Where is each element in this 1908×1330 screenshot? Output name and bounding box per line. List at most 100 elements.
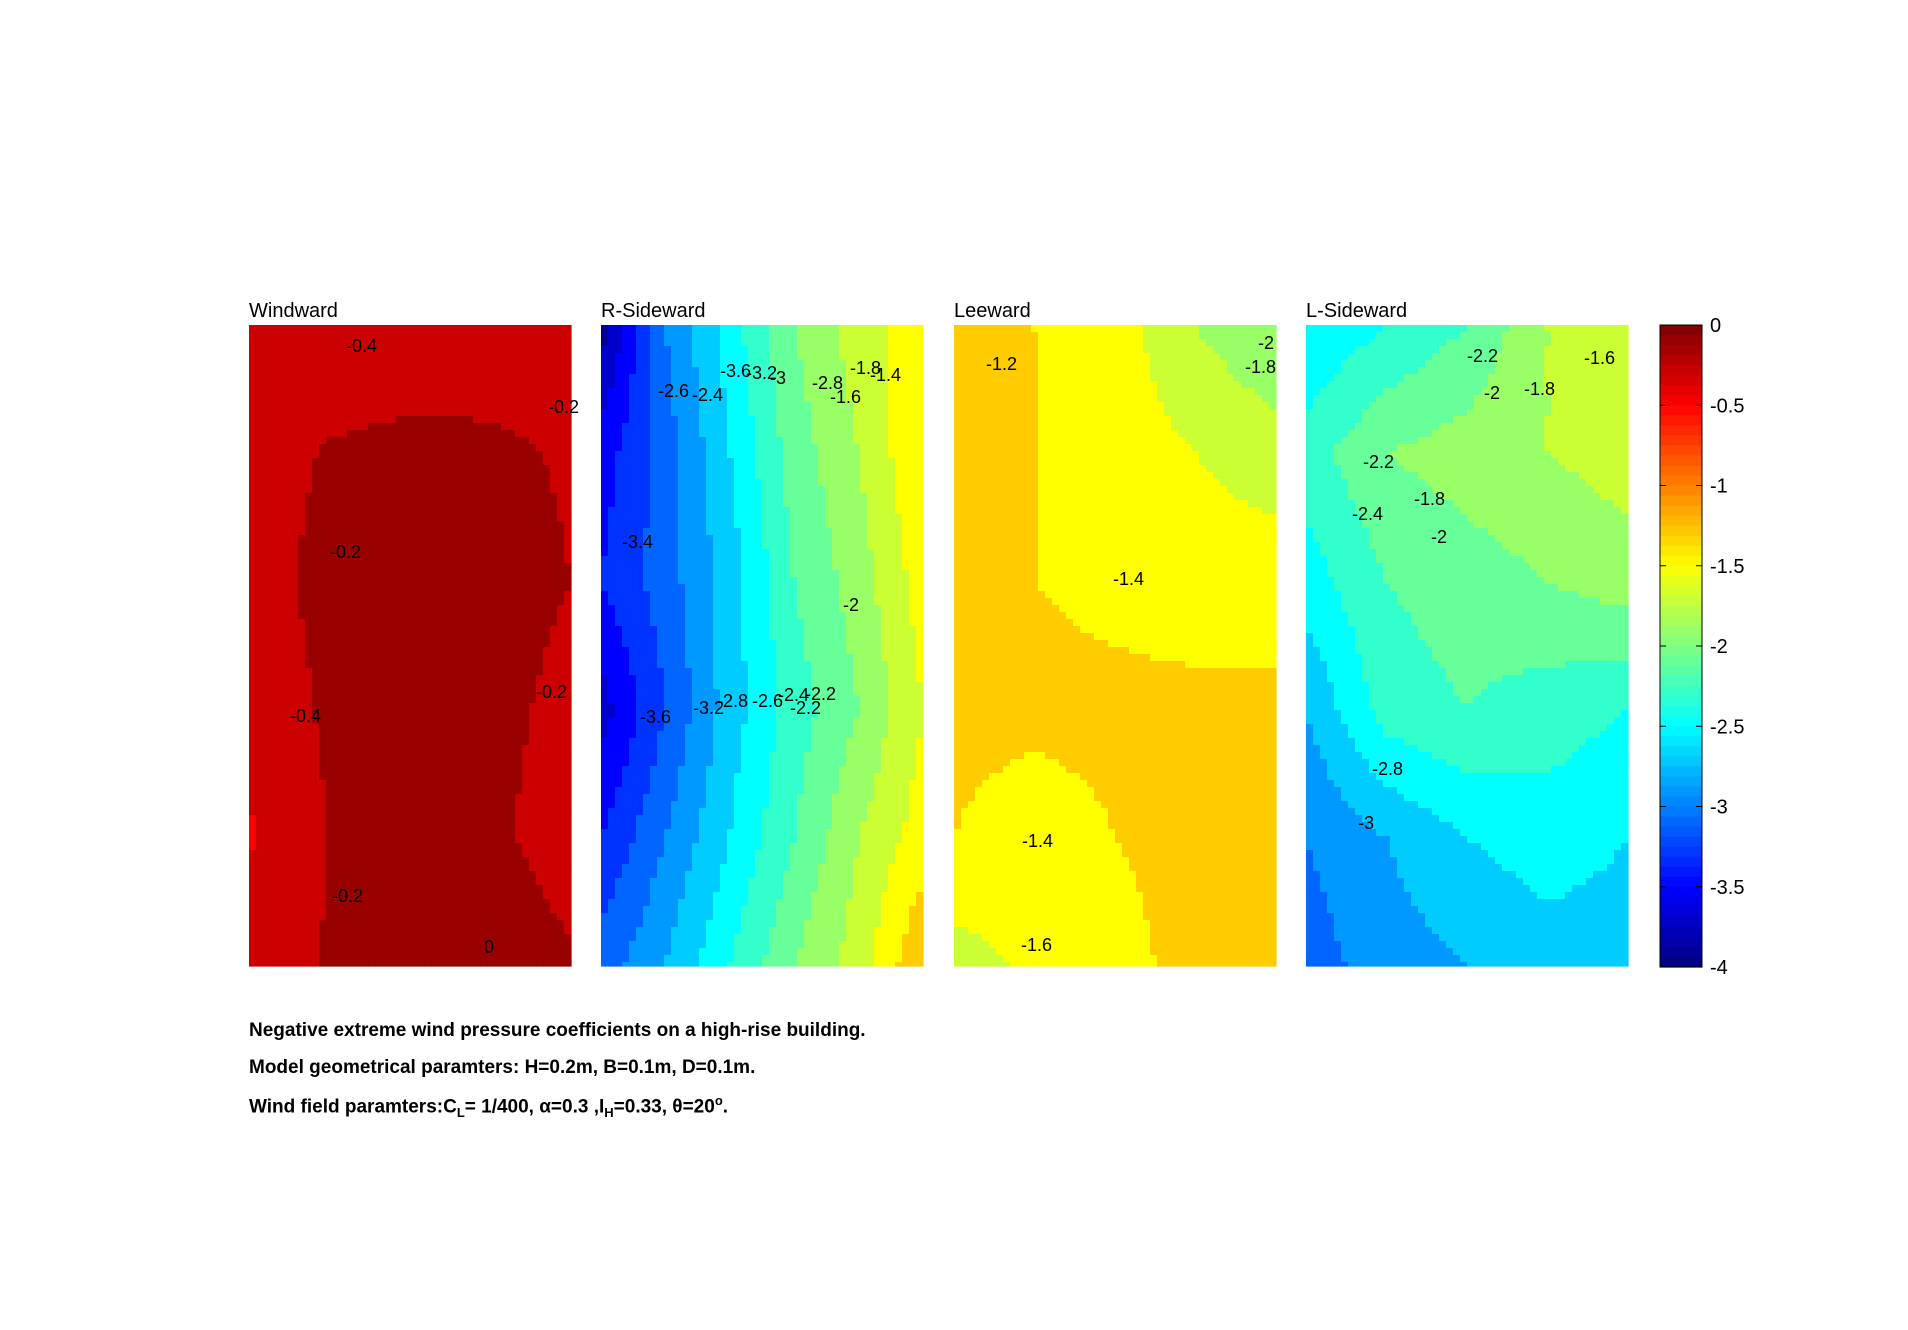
colorbar-segment [1660, 575, 1702, 587]
contour-label: -2.4 [778, 685, 809, 705]
caption-line-3: Wind field paramters:CL= 1/400, α=0.3 ,I… [249, 1093, 729, 1121]
colorbar-segment [1660, 625, 1702, 637]
colorbar-tick-label: -1 [1710, 476, 1728, 498]
colorbar-tick-label: -0.5 [1710, 395, 1744, 417]
contour-label: -0.2 [536, 682, 567, 702]
contour-label: -3.2 [693, 698, 724, 718]
contour-label: -3.6 [720, 361, 751, 381]
colorbar-segment [1660, 746, 1702, 757]
colorbar-segment [1660, 635, 1702, 647]
colorbar-segment [1660, 646, 1702, 657]
colorbar-segment [1660, 756, 1702, 767]
colorbar-segment [1660, 335, 1702, 346]
contour-label: -2 [1431, 527, 1447, 547]
colorbar-segment [1660, 345, 1702, 356]
colorbar-segment [1660, 696, 1702, 707]
contour-label: -2.2 [790, 698, 821, 718]
colorbar-segment [1660, 776, 1702, 788]
contour-label: -2.4 [692, 385, 723, 405]
contour-fill [601, 325, 924, 967]
panel-windward: Windward -0.4 -0.2 -0.2 -0.4 -0.2 -0.2 0 [249, 300, 579, 967]
colorbar-segment [1660, 786, 1702, 798]
contour-label: -1.8 [1524, 379, 1555, 399]
contour-label: -3 [1358, 813, 1374, 833]
contour-label: 0 [484, 937, 494, 957]
colorbar-segment [1660, 806, 1702, 818]
colorbar-segment [1660, 896, 1702, 908]
contour-label: -3.4 [622, 532, 653, 552]
colorbar-segment [1660, 475, 1702, 487]
contour-label: -1.6 [1021, 935, 1052, 955]
colorbar-tick-label: -3 [1710, 797, 1728, 819]
contour-label: -1.6 [1584, 348, 1615, 368]
colorbar-segment [1660, 716, 1702, 727]
colorbar-segment [1660, 666, 1702, 677]
colorbar-segment [1660, 615, 1702, 627]
colorbar-segment [1660, 585, 1702, 597]
contour-label: -2.2 [1363, 452, 1394, 472]
colorbar-segment [1660, 936, 1702, 948]
contour-label: -2.8 [717, 691, 748, 711]
colorbar-tick-label: -4 [1710, 957, 1728, 979]
contour-label: -0.2 [548, 397, 579, 417]
contour-label: -1.4 [870, 365, 901, 385]
colorbar-segment [1660, 956, 1702, 968]
colorbar-segment [1660, 505, 1702, 517]
contour-label: -3.6 [640, 707, 671, 727]
colorbar-segment [1660, 465, 1702, 477]
panel-leeward: Leeward -1.2 -2 -1.8 -1.4 -1.4 -1.6 [954, 300, 1277, 967]
colorbar-segment [1660, 415, 1702, 426]
panels-group: Windward -0.4 -0.2 -0.2 -0.4 -0.2 -0.2 0 R-Sidew… [249, 300, 1629, 967]
colorbar: 0 -0.5 -1 -1.5 -2 -2.5 -3 -3.5 -4 [1659, 315, 1744, 979]
colorbar-segment [1660, 876, 1702, 888]
panel-title: R-Sideward [601, 300, 705, 322]
contour-fill [249, 325, 572, 967]
contour-label: -3.2 [746, 363, 777, 383]
colorbar-segment [1660, 856, 1702, 868]
panel-title: L-Sideward [1306, 300, 1407, 322]
contour-label: -0.2 [330, 542, 361, 562]
contour-label: -1.4 [1022, 831, 1053, 851]
colorbar-segment [1660, 425, 1702, 436]
colorbar-segment [1660, 706, 1702, 717]
colorbar-segment [1660, 325, 1702, 336]
contour-label: -0.4 [346, 336, 377, 356]
contour-label: -1.8 [1414, 489, 1445, 509]
colorbar-segment [1660, 836, 1702, 848]
colorbar-segment [1660, 946, 1702, 958]
colorbar-segment [1660, 595, 1702, 607]
colorbar-segment [1660, 525, 1702, 537]
contour-label: -3 [770, 368, 786, 388]
colorbar-segment [1660, 435, 1702, 446]
colorbar-segment [1660, 846, 1702, 858]
colorbar-segment [1660, 866, 1702, 878]
colorbar-segment [1660, 886, 1702, 898]
colorbar-segment [1660, 926, 1702, 938]
colorbar-segment [1660, 535, 1702, 547]
colorbar-segment [1660, 726, 1702, 737]
contour-label: -2.8 [812, 373, 843, 393]
colorbar-segment [1660, 766, 1702, 778]
colorbar-segment [1660, 355, 1702, 366]
colorbar-segment [1660, 605, 1702, 617]
contour-label: -2.8 [1372, 759, 1403, 779]
colorbar-segment [1660, 485, 1702, 497]
colorbar-segment [1660, 495, 1702, 507]
colorbar-segment [1660, 686, 1702, 697]
colorbar-segment [1660, 385, 1702, 396]
caption-line-2: Model geometrical paramters: H=0.2m, B=0… [249, 1057, 756, 1078]
contour-label: -1.2 [986, 354, 1017, 374]
colorbar-segment [1660, 405, 1702, 416]
panel-title: Windward [249, 300, 338, 322]
contour-label: -1.4 [1113, 569, 1144, 589]
panel-l-sideward: L-Sideward -2.2 -1.6 -2 -1.8 -2.2 -1.8 -2.4 -2 -2… [1306, 300, 1629, 967]
colorbar-segment [1660, 555, 1702, 567]
contour-fill [954, 325, 1277, 967]
panel-r-sideward: R-Sideward-3.6 -3.2-2.8 -2.6-2.4-2.2-1.8-1… [601, 300, 924, 967]
caption-line-1: Negative extreme wind pressure coefficie… [249, 1020, 866, 1041]
colorbar-segment [1660, 676, 1702, 687]
contour-label: -2.2 [805, 684, 836, 704]
colorbar-segment [1660, 736, 1702, 747]
contour-label: -2.6 [752, 691, 783, 711]
